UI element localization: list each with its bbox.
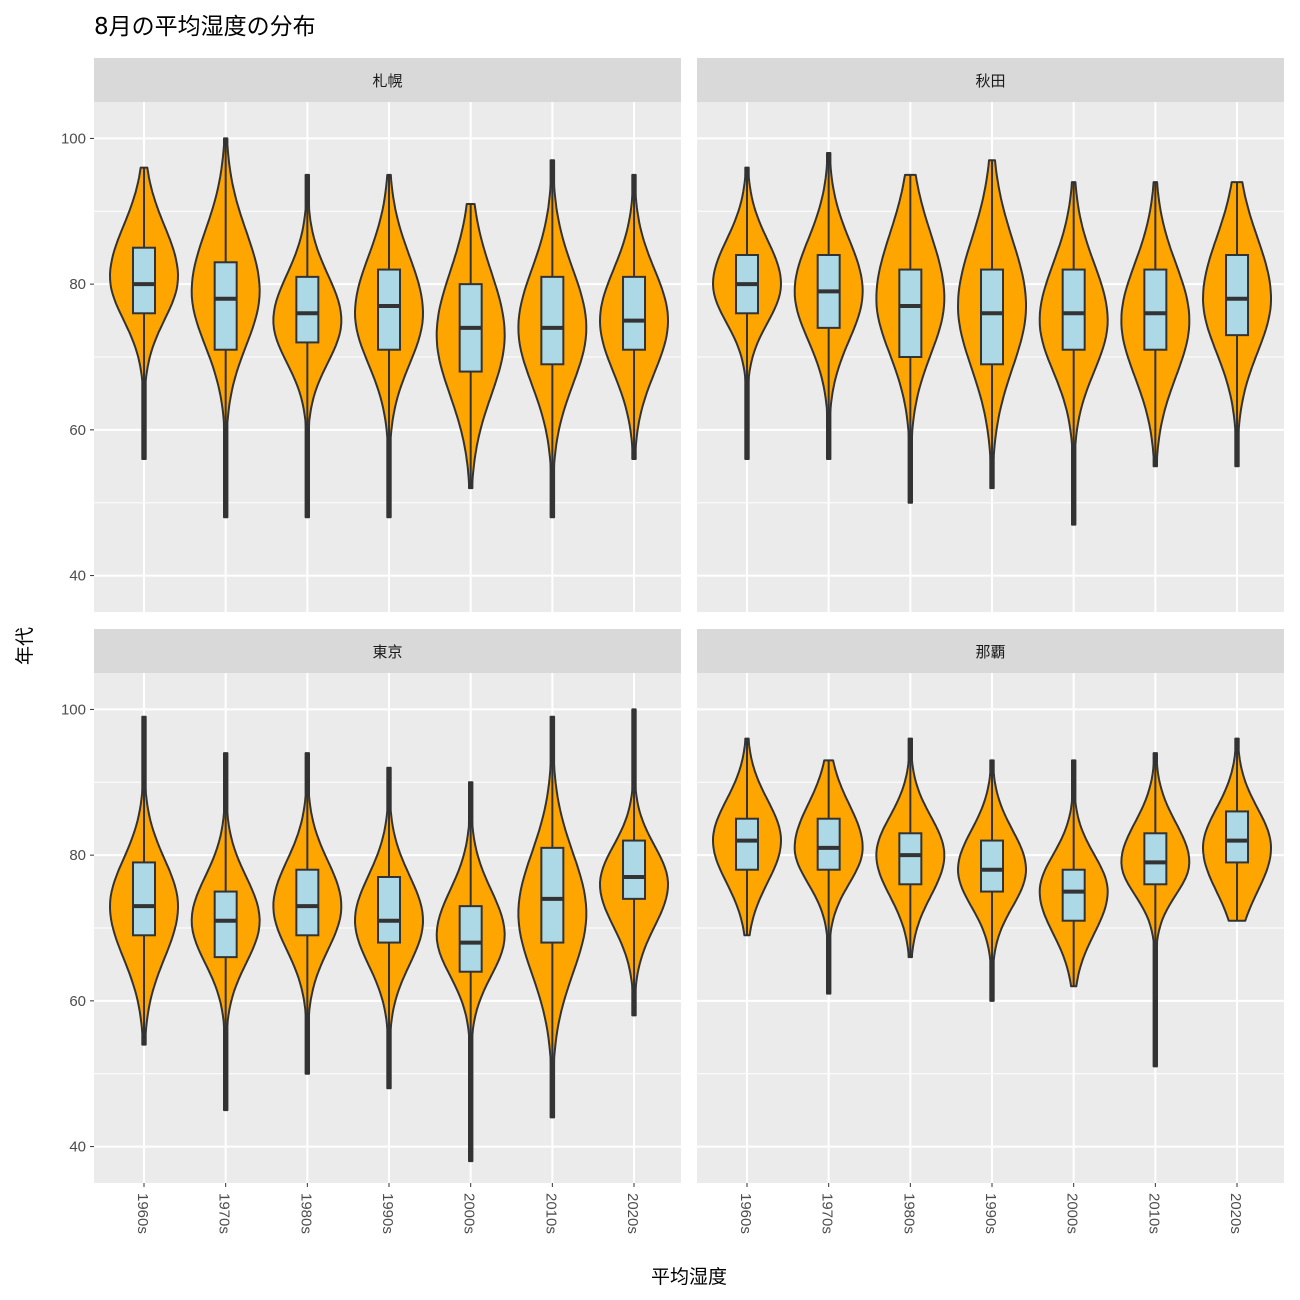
violin-2010s [1120,752,1191,1068]
facet-strip-label: 東京 [372,643,402,661]
facet-strip-label: 札幌 [372,72,402,90]
box [540,275,565,366]
facet-札幌: 札幌 40 60 80 100 [61,58,681,612]
violin-2000s [435,781,506,1163]
y-tick-label: 40 [69,1139,86,1156]
x-tick-label: 2000s [1064,1193,1081,1234]
y-tick-label: 60 [69,993,86,1010]
box [980,268,1005,366]
box [735,817,759,871]
violin-2020s [599,173,669,460]
box [816,817,841,871]
box [898,268,923,359]
violin-1960s [712,737,782,937]
violin-1990s [354,766,424,1090]
violin-1960s [109,166,179,460]
box [295,868,320,937]
facet-strip-label: 秋田 [975,72,1005,90]
y-tick-label: 80 [69,847,86,864]
violin-2000s [435,203,506,490]
facet-strip-label: 那覇 [975,643,1005,661]
box [540,846,565,944]
violin-1980s [875,737,946,959]
violin-1960s [712,166,782,460]
violin-1970s [793,152,864,460]
box [1225,254,1250,337]
facet-東京: 東京 40 60 80 100 1960s 1970s 1980s 1990s 2000s 2010… [61,629,681,1234]
facet-strip [697,629,1284,673]
y-tick-label: 100 [61,701,86,718]
violin-1960s [109,715,179,1046]
box [622,839,647,900]
x-tick-label: 1980s [297,1193,314,1234]
x-tick-label: 1990s [379,1193,396,1234]
violin-1980s [272,173,343,519]
y-tick-label: 100 [61,130,86,147]
box [1143,268,1168,351]
violin-2020s [1202,737,1272,922]
box [1061,868,1086,922]
x-tick-label: 1960s [134,1193,151,1234]
chart-title: 8月の平均湿度の分布 [94,14,316,40]
box [213,890,238,959]
box [622,275,647,351]
box [1225,810,1250,864]
violin-2010s [1120,181,1191,468]
box [132,246,156,315]
violin-1990s [957,159,1027,490]
box [377,876,402,944]
box [458,905,483,973]
x-tick-label: 1990s [982,1193,999,1234]
x-tick-label: 2010s [1145,1193,1162,1234]
violin-2000s [1038,759,1109,988]
violin-1990s [957,759,1027,1002]
violin-1970s [793,759,864,995]
x-tick-label: 2020s [1227,1193,1244,1234]
box [898,832,923,886]
x-tick-label: 1970s [216,1193,233,1234]
facet-秋田: 秋田 [697,58,1284,612]
y-axis-title: 年代 [14,627,36,665]
x-tick-label: 2010s [542,1193,559,1234]
box [132,861,156,937]
y-tick-label: 80 [69,276,86,293]
y-tick-label: 60 [69,422,86,439]
facet-那覇: 那覇 1960s 1970s 1980s 1990s 2000s 2010s 2020s [697,629,1284,1234]
violin-2010s [517,715,588,1119]
facet-strip [697,58,1284,102]
x-tick-label: 2000s [461,1193,478,1234]
x-tick-label: 1970s [819,1193,836,1234]
box [1143,832,1168,886]
y-tick-label: 40 [69,568,86,585]
violin-1990s [354,173,424,519]
box [980,839,1005,893]
violin-1970s [190,137,261,519]
box [1061,268,1086,351]
x-axis-title: 平均湿度 [651,1266,727,1288]
box [213,261,238,351]
violin-1970s [190,752,261,1112]
box [295,275,320,344]
x-tick-label: 1980s [900,1193,917,1234]
box [377,268,402,351]
violin-2000s [1038,181,1109,526]
violin-2010s [517,159,588,519]
violin-1980s [875,173,946,504]
violin-1980s [272,752,343,1075]
violin-2020s [599,708,669,1017]
facet-strip [94,629,681,673]
x-tick-label: 1960s [737,1193,754,1234]
facet-strip [94,58,681,102]
violin-2020s [1202,181,1272,468]
x-tick-label: 2020s [624,1193,641,1234]
